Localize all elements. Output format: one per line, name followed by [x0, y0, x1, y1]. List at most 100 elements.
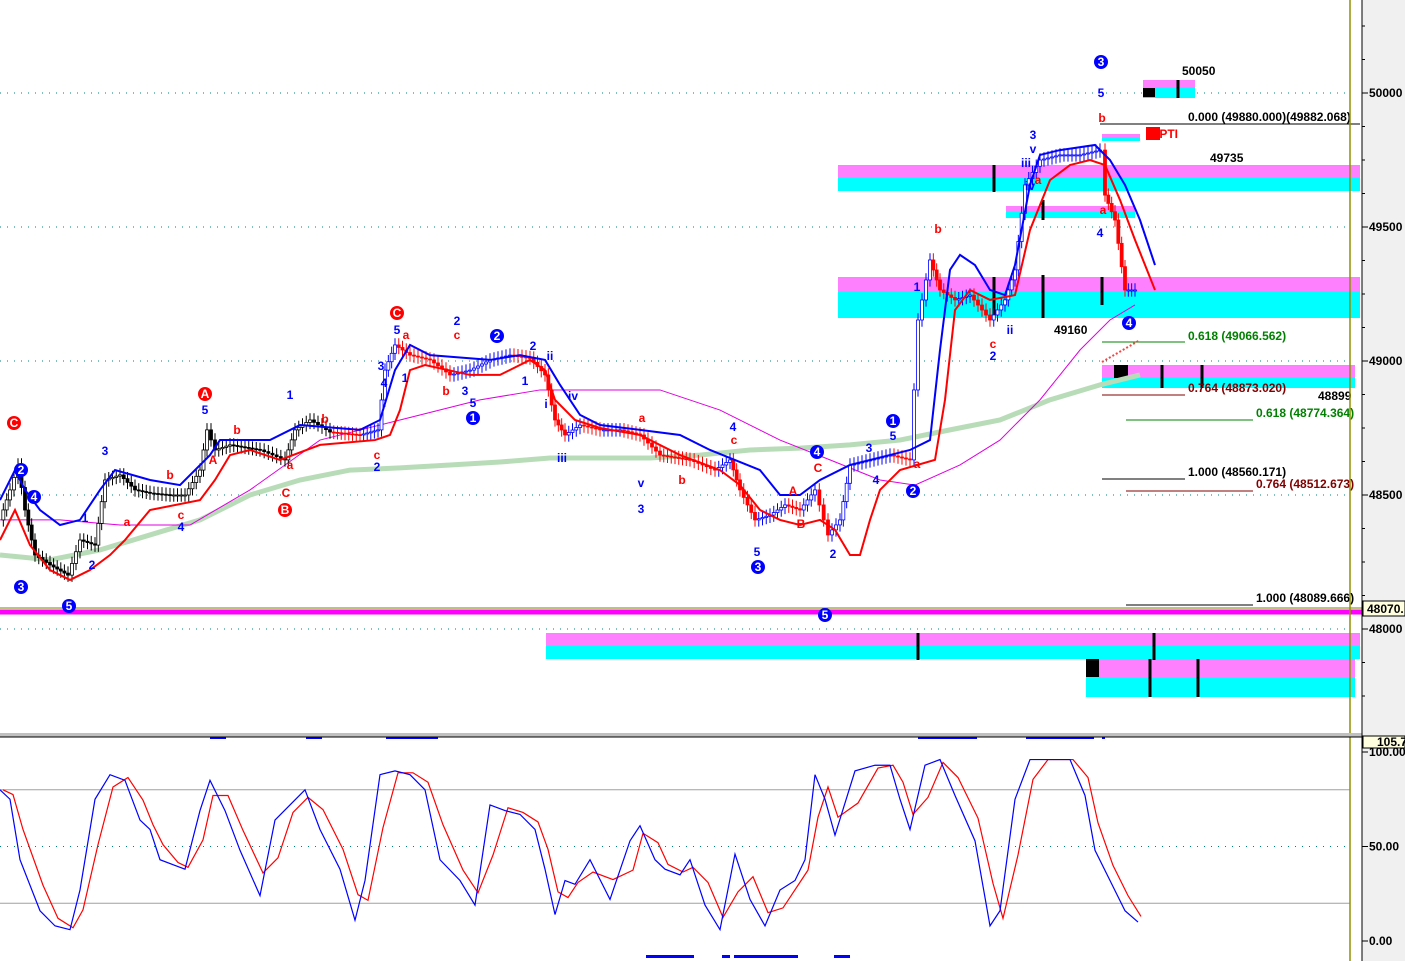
price-bar — [408, 352, 412, 356]
price-bar — [361, 433, 366, 436]
price-bar — [821, 504, 826, 521]
price-bar — [1050, 156, 1054, 159]
wave-label: 5 — [754, 545, 761, 559]
price-bar — [734, 469, 739, 481]
zone-upper — [1143, 80, 1195, 88]
zone-lower — [1102, 137, 1140, 141]
zone-block — [1114, 365, 1128, 378]
price-bar — [559, 424, 564, 431]
wave-label: 3 — [755, 560, 762, 574]
price-bar — [991, 314, 996, 321]
price-bar — [428, 358, 432, 361]
price-bar — [372, 430, 377, 433]
price-bar — [220, 447, 225, 450]
wave-label: C — [282, 486, 291, 500]
price-bar — [1119, 242, 1124, 268]
price-bar — [1106, 194, 1111, 204]
wave-label-circle — [1122, 316, 1136, 330]
zone-upper — [1086, 659, 1355, 678]
fib-label: 0.764 (48873.020) — [1188, 381, 1286, 395]
price-bar — [934, 269, 939, 281]
signal-marker — [722, 955, 730, 958]
zone-upper — [1006, 206, 1135, 212]
price-bar — [224, 445, 229, 448]
fib-label: 0.764 (48512.673) — [1256, 477, 1354, 491]
price-axis: 500004950049000485004800048070.100.0050.… — [1361, 0, 1405, 961]
price-bar — [400, 347, 405, 351]
price-bar — [745, 497, 750, 506]
wave-label: 3 — [102, 444, 109, 458]
wave-label-circle — [390, 306, 404, 320]
wave-label: c — [178, 508, 185, 522]
price-bar — [452, 373, 456, 376]
zone-lower — [838, 178, 1360, 191]
price-bar — [243, 446, 247, 449]
wave-label: iii — [1021, 156, 1031, 170]
price-bar — [830, 529, 834, 536]
price-bar — [984, 309, 988, 316]
price-bar — [44, 559, 49, 563]
price-bar — [289, 439, 294, 451]
price-bar — [12, 477, 16, 491]
wave-label: c — [454, 328, 461, 342]
price-bar — [209, 429, 213, 441]
price-bar — [1013, 269, 1017, 281]
price-bar — [386, 361, 391, 371]
price-bar — [51, 564, 56, 568]
price-bar — [312, 419, 316, 423]
price-bar — [358, 434, 362, 436]
wave-label: A — [201, 387, 210, 401]
price-bar — [156, 493, 160, 495]
price-bar — [817, 489, 822, 506]
price-bar — [194, 475, 199, 483]
price-bar — [472, 367, 476, 371]
price-bar — [464, 370, 468, 373]
wave-label-circle — [14, 463, 28, 477]
price-bar — [29, 524, 34, 541]
price-bar — [801, 504, 806, 511]
price-bar — [1066, 154, 1070, 157]
signal-marker — [646, 955, 694, 958]
wave-label: C — [10, 416, 19, 430]
price-bar — [198, 469, 202, 477]
price-bar — [343, 432, 347, 435]
price-bar — [296, 426, 301, 431]
price-bar — [1123, 266, 1127, 291]
wave-label: 3 — [1030, 128, 1037, 142]
wave-label: 5 — [394, 323, 401, 337]
price-bar — [956, 298, 961, 301]
price-bar — [48, 562, 52, 566]
price-bar — [654, 446, 658, 452]
wave-label: 4 — [873, 473, 880, 487]
price-bar — [1, 509, 6, 521]
tag-box — [1146, 127, 1160, 140]
wave-label: 2 — [530, 339, 537, 353]
price-bar — [4, 499, 9, 511]
price-bar — [563, 429, 567, 436]
price-bar — [23, 487, 27, 511]
price-bar — [553, 404, 557, 421]
price-bar — [574, 427, 579, 431]
wave-label: c — [990, 337, 997, 351]
wave-label: 4 — [1097, 226, 1104, 240]
price-bar — [420, 356, 424, 359]
price-bar — [916, 319, 920, 391]
price-bar — [924, 279, 928, 301]
price-bar — [908, 458, 912, 461]
price-bar — [928, 259, 932, 281]
price-bar — [231, 444, 236, 447]
price-bar — [786, 504, 791, 507]
price-bar — [66, 572, 70, 576]
price-bar — [724, 462, 729, 466]
price-bar — [121, 474, 126, 480]
price-bar — [308, 419, 312, 423]
price-bar — [968, 294, 972, 297]
price-bar — [938, 279, 942, 291]
wave-label: 3 — [18, 580, 25, 594]
price-bar — [484, 361, 488, 365]
price-bar — [144, 491, 149, 493]
price-bar — [1062, 154, 1066, 157]
price-bar — [775, 509, 780, 513]
panel-divider[interactable] — [0, 733, 1362, 737]
wave-label: 5 — [822, 608, 829, 622]
